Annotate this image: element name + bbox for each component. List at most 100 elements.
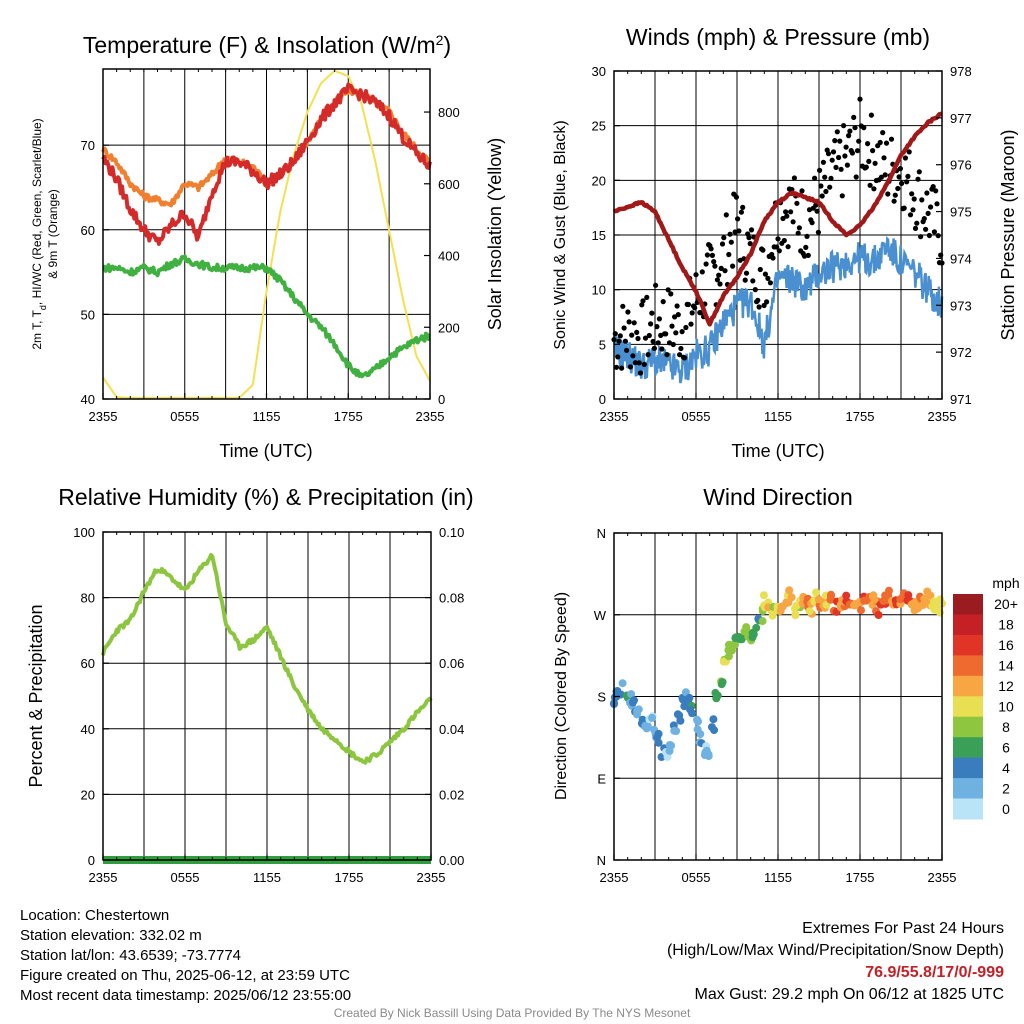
gust-point — [897, 166, 904, 172]
y-tick-label: 0 — [599, 392, 606, 407]
gust-point — [799, 188, 805, 194]
gust-point — [774, 244, 780, 250]
direction-point — [920, 594, 929, 603]
gust-point — [699, 269, 705, 275]
gust-point — [829, 157, 835, 163]
gust-point — [722, 268, 728, 274]
direction-point — [936, 599, 945, 608]
gust-point — [627, 364, 634, 370]
legend-label: 20+ — [994, 596, 1018, 612]
gust-point — [755, 297, 761, 303]
gust-point — [663, 331, 669, 337]
direction-point — [627, 690, 636, 699]
x-tick-label: 2355 — [928, 409, 957, 424]
y-tick-label: 20 — [592, 173, 606, 188]
gust-point — [636, 360, 642, 366]
gust-point — [822, 174, 828, 180]
gust-point — [823, 188, 829, 195]
direction-point — [752, 623, 761, 632]
legend-label: 16 — [998, 637, 1014, 653]
gust-point — [788, 209, 794, 215]
gust-point — [827, 184, 833, 190]
direction-point — [676, 716, 685, 725]
y-right-tick-label: 977 — [950, 111, 972, 126]
gust-point — [854, 148, 861, 154]
gust-point — [626, 319, 632, 325]
y-tick-label: 5 — [599, 337, 606, 352]
temperature-ylabel-left: 2m T, Td, HI/WC (Red, Green, Scarlet/Blu… — [30, 118, 48, 349]
gust-point — [688, 321, 694, 327]
gust-point — [770, 255, 776, 261]
station-elevation: Station elevation: 332.02 m — [20, 927, 202, 944]
temperature-xlabel: Time (UTC) — [219, 441, 312, 461]
gust-point — [928, 204, 934, 210]
direction-point — [653, 733, 662, 742]
gust-point — [847, 128, 853, 134]
gust-point — [717, 281, 723, 287]
humidity-ticks: 2355 0555 1155 1755 2355 0 20 40 60 80 100 0.00 0.02… — [73, 525, 464, 885]
gust-point — [677, 352, 683, 358]
gust-point — [833, 164, 839, 170]
x-tick-label: 2355 — [600, 409, 629, 424]
gust-point — [912, 225, 919, 231]
gust-point — [888, 136, 895, 142]
x-tick-label: 1755 — [334, 409, 363, 424]
y-tick-label: 70 — [81, 138, 95, 153]
legend-swatch — [953, 716, 983, 738]
direction-point — [704, 752, 713, 761]
gust-point — [642, 335, 649, 341]
gust-point — [780, 215, 786, 222]
credit-line: Created By Nick Bassill Using Data Provi… — [333, 1006, 691, 1020]
figure-created: Figure created on Thu, 2025-06-12, at 23… — [20, 967, 350, 984]
gust-point — [926, 232, 933, 239]
direction-point — [618, 679, 627, 688]
y-tick-label: 20 — [81, 787, 95, 802]
gust-point — [892, 192, 898, 198]
direction-title: Wind Direction — [703, 484, 853, 510]
x-tick-label: 2355 — [89, 870, 118, 885]
gust-point — [625, 309, 631, 315]
x-tick-label: 2355 — [928, 870, 957, 885]
direction-point — [685, 693, 694, 702]
speed-legend: 20+ 18 16 14 12 10 8 6 4 2 0 — [953, 594, 1018, 820]
gust-point — [785, 244, 791, 250]
y-tick-label: 0 — [88, 853, 95, 868]
gust-point — [899, 180, 905, 186]
gust-point — [728, 239, 734, 245]
gust-point — [727, 231, 733, 237]
legend-swatch — [953, 757, 983, 779]
gust-point — [843, 144, 849, 150]
y-tick-label: N — [597, 526, 606, 541]
y-right-tick-label: 600 — [438, 177, 460, 192]
y-right-tick-label: 0.00 — [439, 853, 464, 868]
gust-point — [708, 246, 714, 252]
gust-point — [621, 325, 627, 331]
gust-point — [651, 345, 658, 351]
direction-point — [641, 721, 650, 730]
gust-point — [719, 241, 726, 247]
direction-point — [638, 715, 647, 724]
direction-point — [857, 606, 865, 615]
gust-point — [878, 174, 885, 180]
direction-point — [759, 591, 768, 600]
extremes-subheading: (High/Low/Max Wind/Precipitation/Snow De… — [666, 942, 1004, 959]
direction-point — [670, 726, 679, 735]
x-tick-label: 2355 — [416, 409, 445, 424]
gust-point — [721, 235, 727, 241]
y-right-tick-label: 972 — [950, 345, 972, 360]
gust-point — [704, 252, 711, 258]
gust-point — [924, 190, 930, 196]
legend-swatch — [953, 614, 983, 636]
gust-point — [629, 332, 635, 338]
y-tick-label: S — [597, 690, 606, 705]
gust-point — [849, 150, 856, 156]
gust-point — [905, 173, 911, 179]
x-tick-label: 0555 — [682, 870, 711, 885]
gust-point — [861, 125, 867, 131]
direction-grid — [614, 533, 942, 860]
gust-point — [818, 183, 824, 189]
gust-point — [934, 201, 940, 207]
gust-point — [805, 252, 811, 258]
gust-point — [703, 261, 709, 267]
gust-point — [740, 204, 746, 210]
